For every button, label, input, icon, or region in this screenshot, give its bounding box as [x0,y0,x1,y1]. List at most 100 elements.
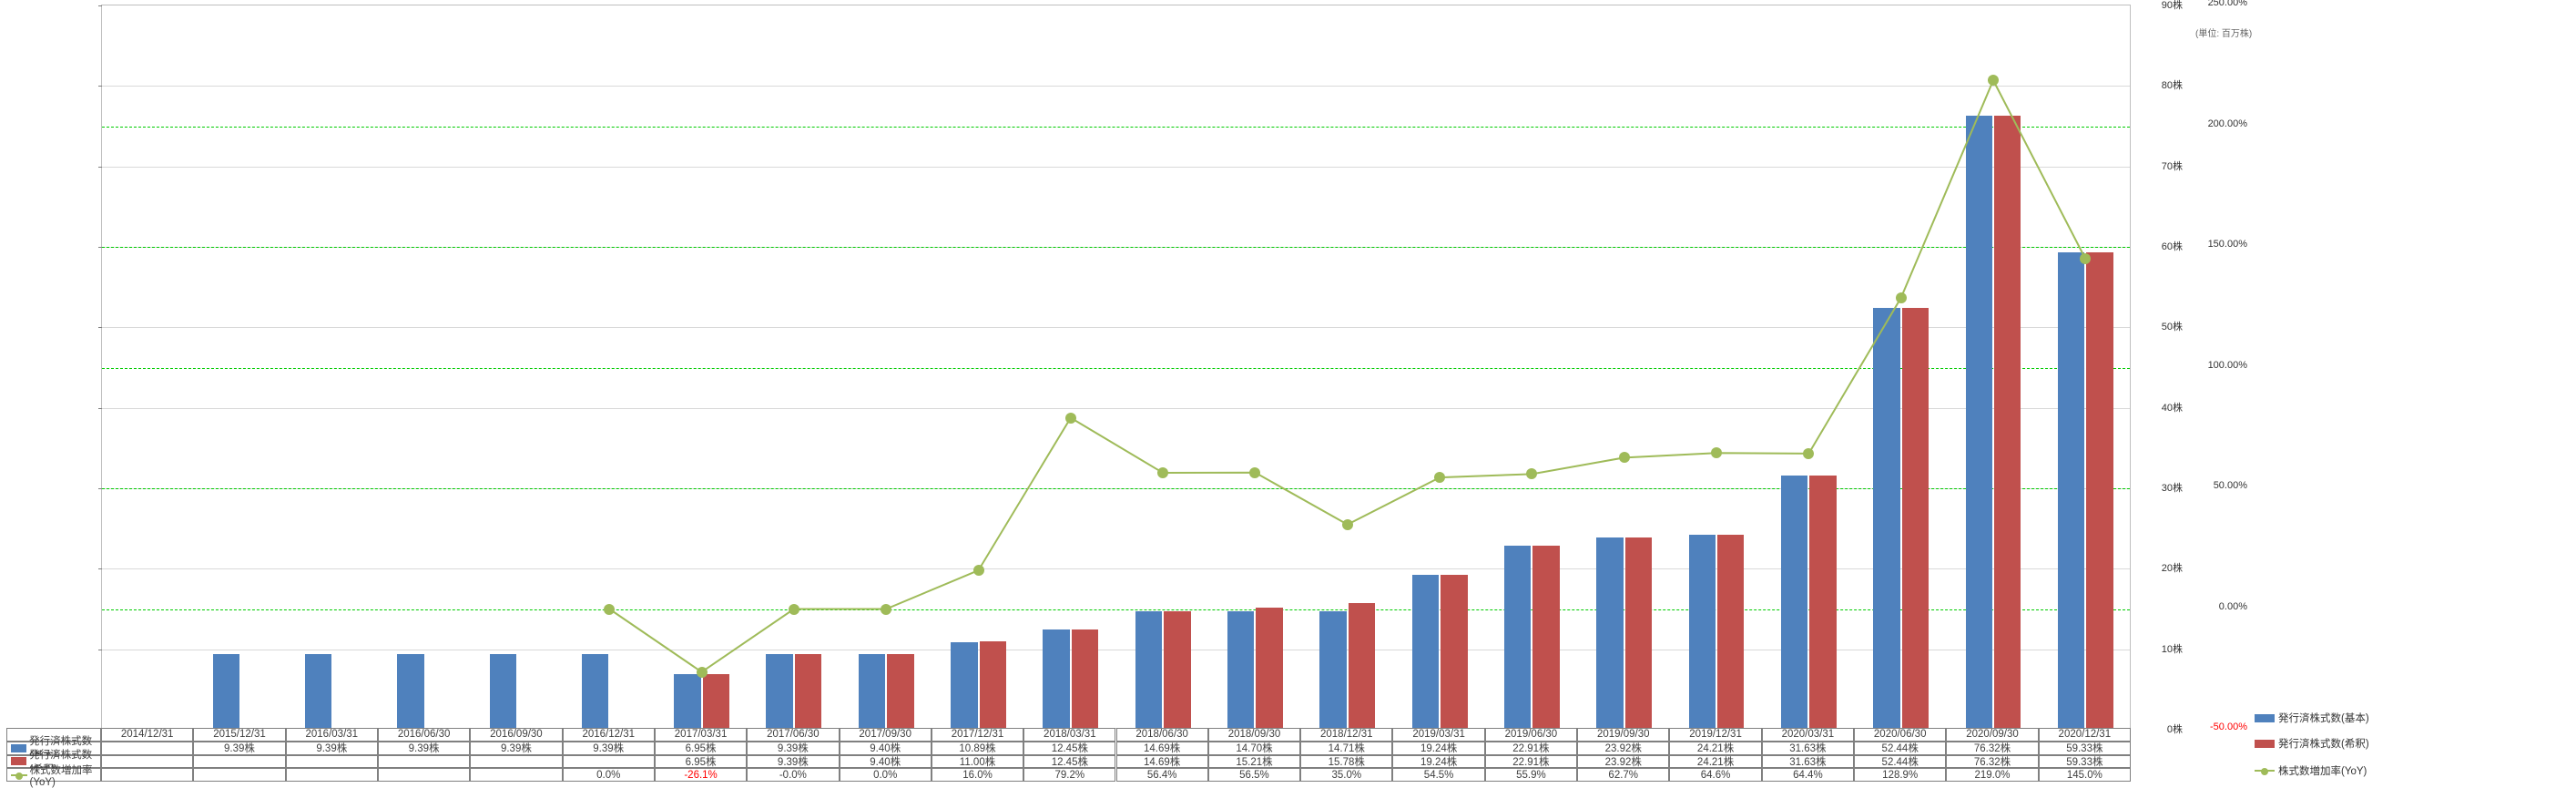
y1-axis-tick-label: 50株 [2139,319,2183,333]
cell-diluted [563,755,655,769]
cell-yoy: 56.5% [1208,768,1300,782]
category-cell: 2018/06/30 [1116,728,1208,742]
cell-yoy: -26.1% [655,768,747,782]
cell-basic: 19.24株 [1392,742,1484,755]
category-cell: 2016/03/31 [286,728,378,742]
line-yoy [609,80,2085,672]
cell-basic: 9.39株 [286,742,378,755]
cell-yoy [101,768,193,782]
category-cell: 2016/09/30 [470,728,562,742]
y2-axis-tick-label: 100.00% [2193,360,2247,371]
category-cell: 2019/03/31 [1392,728,1484,742]
cell-yoy: 219.0% [1946,768,2038,782]
category-cell: 2014/12/31 [101,728,193,742]
cell-basic: 9.39株 [193,742,285,755]
cell-diluted: 11.00株 [932,755,1023,769]
cell-yoy: 35.0% [1300,768,1392,782]
cell-yoy: 62.7% [1577,768,1669,782]
legend-yoy: 株式数増加率(YoY) [2255,763,2367,778]
category-cell: 2018/12/31 [1300,728,1392,742]
y1-axis-tick-label: 60株 [2139,239,2183,253]
row-header-yoy: 株式数増加率(YoY) [6,768,101,782]
cell-basic: 9.40株 [840,742,932,755]
category-cell: 2016/12/31 [563,728,655,742]
cell-diluted: 9.39株 [747,755,839,769]
y2-axis-tick-label: 0.00% [2193,601,2247,612]
cell-basic: 10.89株 [932,742,1023,755]
y1-axis-tick-label: 80株 [2139,77,2183,92]
cell-yoy: 128.9% [1854,768,1946,782]
cell-diluted [378,755,470,769]
cell-diluted: 52.44株 [1854,755,1946,769]
cell-diluted: 14.69株 [1116,755,1208,769]
cell-yoy [470,768,562,782]
cell-diluted [193,755,285,769]
chart-plot-area [101,5,2131,729]
category-cell: 2020/06/30 [1854,728,1946,742]
cell-diluted: 19.24株 [1392,755,1484,769]
marker-yoy [973,565,984,576]
cell-yoy: 55.9% [1485,768,1577,782]
cell-basic: 9.39株 [378,742,470,755]
category-cell: 2015/12/31 [193,728,285,742]
y1-axis-tick-label: 90株 [2139,0,2183,12]
cell-basic: 24.21株 [1669,742,1761,755]
cell-basic: 22.91株 [1485,742,1577,755]
category-cell: 2019/09/30 [1577,728,1669,742]
cell-diluted: 31.63株 [1762,755,1854,769]
category-cell: 2018/03/31 [1023,728,1115,742]
y1-axis-tick-label: 0株 [2139,721,2183,736]
cell-basic: 23.92株 [1577,742,1669,755]
cell-basic: 31.63株 [1762,742,1854,755]
cell-basic: 9.39株 [563,742,655,755]
cell-yoy: 145.0% [2039,768,2131,782]
y2-axis-tick-label: 250.00% [2193,0,2247,8]
cell-yoy [378,768,470,782]
cell-basic: 14.70株 [1208,742,1300,755]
legend-basic: 発行済株式数(基本) [2255,711,2369,725]
cell-yoy: 56.4% [1116,768,1208,782]
marker-yoy [604,604,615,615]
cell-basic: 12.45株 [1023,742,1115,755]
cell-yoy: 0.0% [840,768,932,782]
category-cell: 2017/09/30 [840,728,932,742]
cell-basic: 6.95株 [655,742,747,755]
category-cell: 2017/03/31 [655,728,747,742]
cell-basic: 14.69株 [1116,742,1208,755]
cell-yoy: -0.0% [747,768,839,782]
category-cell: 2019/12/31 [1669,728,1761,742]
cell-basic: 59.33株 [2039,742,2131,755]
category-cell: 2017/06/30 [747,728,839,742]
cell-diluted: 22.91株 [1485,755,1577,769]
cell-basic: 76.32株 [1946,742,2038,755]
cell-diluted [470,755,562,769]
category-cell: 2018/09/30 [1208,728,1300,742]
category-cell: 2019/06/30 [1485,728,1577,742]
cell-diluted: 15.78株 [1300,755,1392,769]
y1-axis-tick-label: 70株 [2139,159,2183,173]
y1-axis-tick-label: 10株 [2139,641,2183,656]
cell-diluted: 9.40株 [840,755,932,769]
cell-yoy: 16.0% [932,768,1023,782]
y1-axis-tick-label: 20株 [2139,560,2183,575]
y1-axis-tick-label: 30株 [2139,480,2183,495]
category-cell: 2017/12/31 [932,728,1023,742]
marker-yoy [1896,292,1907,303]
category-cell: 2020/12/31 [2039,728,2131,742]
cell-diluted: 59.33株 [2039,755,2131,769]
cell-yoy: 79.2% [1023,768,1115,782]
y1-unit-label: (単位: 百万株) [2195,26,2252,39]
category-cell: 2016/06/30 [378,728,470,742]
y1-axis-tick-label: 40株 [2139,400,2183,414]
marker-yoy [1065,413,1076,424]
cell-diluted [286,755,378,769]
cell-diluted: 15.21株 [1208,755,1300,769]
cell-yoy: 54.5% [1392,768,1484,782]
cell-yoy [286,768,378,782]
y2-axis-tick-label: 50.00% [2193,480,2247,491]
cell-diluted: 76.32株 [1946,755,2038,769]
cell-yoy: 64.6% [1669,768,1761,782]
cell-yoy: 0.0% [563,768,655,782]
cell-basic: 9.39株 [747,742,839,755]
cell-yoy: 64.4% [1762,768,1854,782]
